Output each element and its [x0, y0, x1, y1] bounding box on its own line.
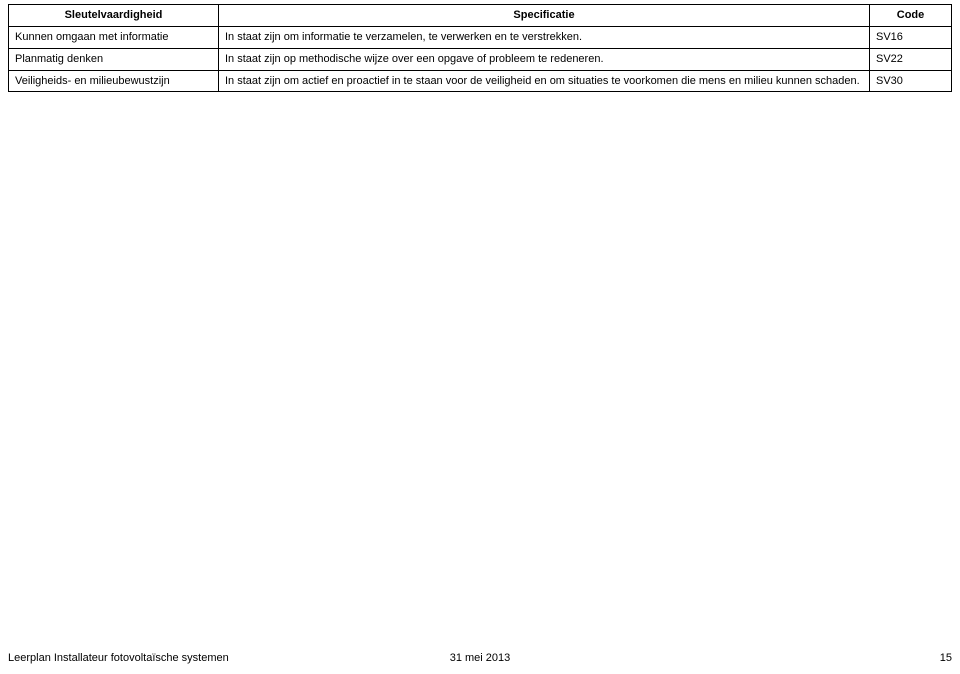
header-code: Code: [870, 5, 952, 27]
cell-skill: Planmatig denken: [9, 48, 219, 70]
header-skill: Sleutelvaardigheid: [9, 5, 219, 27]
table-row: Planmatig denken In staat zijn op method…: [9, 48, 952, 70]
footer-center: 31 mei 2013: [8, 652, 952, 664]
cell-code: SV22: [870, 48, 952, 70]
cell-skill: Kunnen omgaan met informatie: [9, 26, 219, 48]
table-header-row: Sleutelvaardigheid Specificatie Code: [9, 5, 952, 27]
cell-spec: In staat zijn om actief en proactief in …: [219, 70, 870, 92]
table-row: Veiligheids- en milieubewustzijn In staa…: [9, 70, 952, 92]
cell-spec: In staat zijn om informatie te verzamele…: [219, 26, 870, 48]
header-spec: Specificatie: [219, 5, 870, 27]
cell-skill: Veiligheids- en milieubewustzijn: [9, 70, 219, 92]
cell-code: SV30: [870, 70, 952, 92]
cell-code: SV16: [870, 26, 952, 48]
page-footer: Leerplan Installateur fotovoltaïsche sys…: [8, 652, 952, 664]
cell-spec: In staat zijn op methodische wijze over …: [219, 48, 870, 70]
skills-table: Sleutelvaardigheid Specificatie Code Kun…: [8, 4, 952, 92]
page: Sleutelvaardigheid Specificatie Code Kun…: [0, 0, 960, 674]
table-row: Kunnen omgaan met informatie In staat zi…: [9, 26, 952, 48]
